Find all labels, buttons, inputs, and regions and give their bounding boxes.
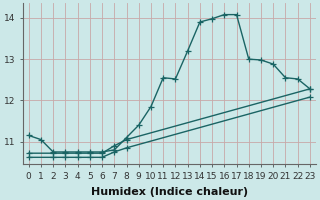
X-axis label: Humidex (Indice chaleur): Humidex (Indice chaleur) — [91, 187, 248, 197]
